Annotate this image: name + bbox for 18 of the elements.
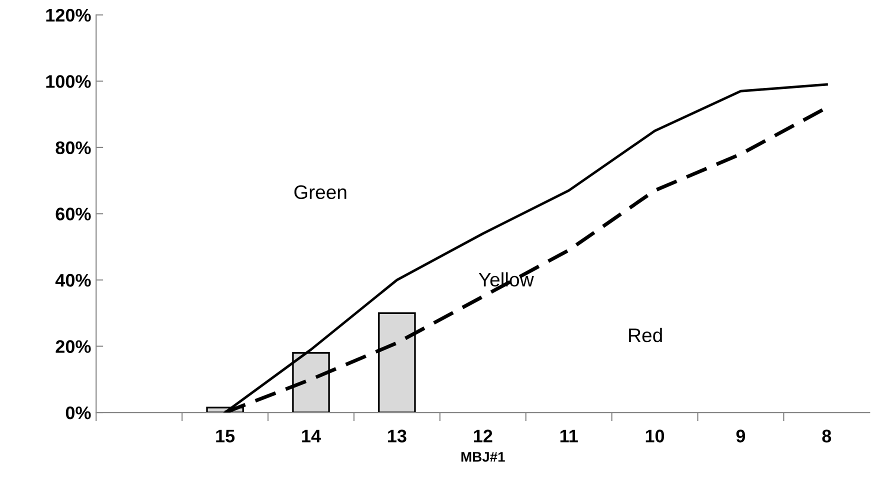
x-tick-label: 8 — [822, 430, 832, 442]
x-tick-label: 15 — [216, 430, 235, 442]
y-tick-label: 40% — [55, 274, 91, 287]
y-tick-label: 120% — [46, 8, 91, 22]
x-axis-title: MBJ#1 — [461, 452, 505, 462]
y-tick-label: 80% — [56, 141, 91, 154]
y-tick-label: 20% — [56, 340, 91, 353]
x-tick-label: 12 — [474, 430, 492, 442]
y-tick-label: 0% — [66, 406, 91, 420]
annotation: Green — [294, 185, 346, 200]
annotation: Red — [629, 328, 662, 342]
x-tick-label: 11 — [560, 430, 578, 442]
x-tick-label: 13 — [388, 430, 406, 442]
x-tick-label: 9 — [736, 430, 746, 442]
x-tick-label: 10 — [646, 430, 664, 442]
y-tick-label: 60% — [56, 208, 91, 220]
x-tick-label: 14 — [302, 430, 321, 442]
y-tick-label: 100% — [46, 75, 91, 88]
